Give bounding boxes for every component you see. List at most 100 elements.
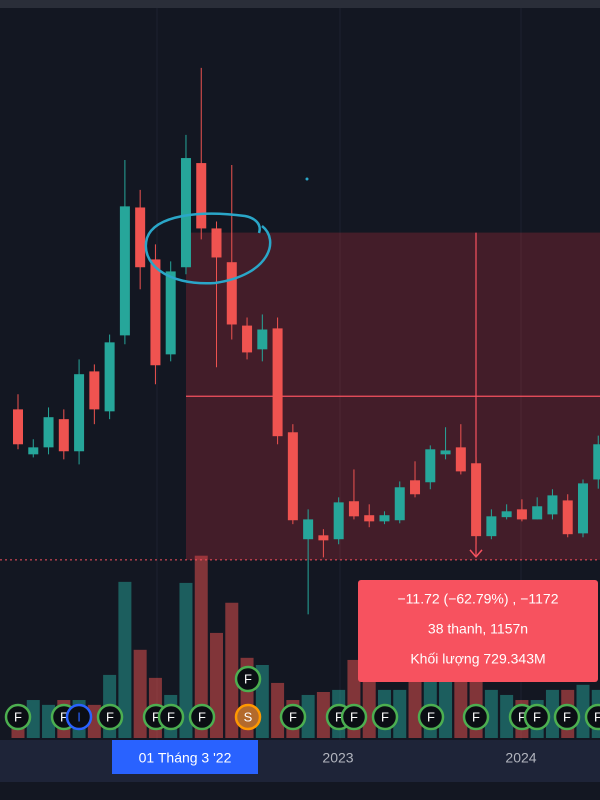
- event-label: F: [533, 709, 541, 724]
- candle-body: [196, 163, 207, 229]
- event-marker: [553, 703, 581, 731]
- volume-bar: [484, 689, 498, 738]
- event-marker: [234, 665, 262, 693]
- candle-body: [486, 516, 497, 537]
- event-marker: [340, 703, 368, 731]
- candle-body: [379, 515, 390, 522]
- candle-body: [43, 417, 54, 448]
- volume-bar: [545, 689, 559, 738]
- event-label: F: [152, 709, 160, 724]
- top-bar: [0, 0, 600, 8]
- candle-body: [165, 271, 176, 355]
- volume-bar: [194, 555, 208, 738]
- event-marker: [4, 703, 32, 731]
- volume-bar: [271, 682, 285, 738]
- event-label: F: [381, 709, 389, 724]
- candle-body: [455, 447, 466, 472]
- x-tick-label: 01 Tháng 3 '22: [139, 750, 232, 766]
- candle-body: [58, 419, 69, 452]
- candle-body: [333, 502, 344, 540]
- event-marker: [96, 703, 124, 731]
- candle-body: [593, 444, 600, 480]
- candle-body: [226, 262, 237, 325]
- bottom-pad: [0, 782, 600, 800]
- event-label: I: [77, 709, 81, 724]
- event-label: F: [594, 709, 600, 724]
- candle-body: [89, 371, 100, 410]
- event-marker: [279, 703, 307, 731]
- event-marker: [65, 703, 93, 731]
- event-marker: [584, 703, 600, 731]
- event-marker: [234, 703, 262, 731]
- tooltip-line: Khối lượng 729.343M: [410, 651, 545, 667]
- event-marker: [523, 703, 551, 731]
- candle-body: [348, 501, 359, 517]
- volume-bar: [133, 649, 147, 738]
- event-label: F: [350, 709, 358, 724]
- volume-bar: [225, 602, 239, 738]
- x-axis-highlight[interactable]: [112, 740, 258, 774]
- volume-bar: [408, 679, 422, 738]
- candle-body: [28, 447, 39, 455]
- candle-body: [150, 259, 161, 366]
- candle-body: [74, 374, 85, 452]
- candle-body: [577, 483, 588, 534]
- tooltip-line: −11.72 (−62.79%) , −1172: [398, 591, 559, 607]
- range-arrow: [469, 549, 483, 559]
- event-label: F: [198, 709, 206, 724]
- event-marker: [188, 703, 216, 731]
- event-label: F: [167, 709, 175, 724]
- x-tick-label: 2023: [322, 750, 353, 766]
- volume-bar: [316, 692, 330, 738]
- event-label: F: [106, 709, 114, 724]
- candle-body: [104, 342, 115, 412]
- event-marker: [157, 703, 185, 731]
- tooltip-line: 38 thanh, 1157n: [428, 621, 528, 637]
- event-label: F: [244, 671, 252, 686]
- candle-body: [318, 535, 329, 541]
- event-marker: [417, 703, 445, 731]
- volume-bar: [26, 700, 40, 738]
- candle-body: [287, 432, 298, 521]
- event-label: F: [335, 709, 343, 724]
- dot: [305, 177, 309, 181]
- candle-body: [242, 325, 253, 353]
- candle-body: [394, 487, 405, 521]
- volume-bar: [301, 694, 315, 738]
- candle-body: [180, 158, 191, 268]
- event-label: F: [427, 709, 435, 724]
- volume-bar: [500, 694, 514, 738]
- candle-body: [119, 206, 130, 336]
- volume-bar: [179, 582, 193, 738]
- volume-bar: [393, 689, 407, 738]
- candle-body: [211, 228, 222, 258]
- event-label: S: [244, 709, 253, 724]
- candle-body: [135, 207, 146, 268]
- candle-layer: [13, 67, 600, 615]
- candle-body: [516, 509, 527, 520]
- event-label: F: [472, 709, 480, 724]
- candle-body: [272, 328, 283, 437]
- candle-body: [410, 480, 421, 495]
- candle-body: [501, 511, 512, 518]
- candle-body: [471, 463, 482, 537]
- candle-body: [425, 449, 436, 483]
- event-label: F: [518, 709, 526, 724]
- candle-body: [440, 450, 451, 455]
- tooltip-box: [358, 580, 598, 682]
- event-marker: [371, 703, 399, 731]
- event-label: F: [14, 709, 22, 724]
- x-tick-label: 2024: [505, 750, 536, 766]
- x-axis-labels: 01 Tháng 3 '22 2023 2024: [139, 750, 537, 766]
- event-marker: [462, 703, 490, 731]
- event-label: F: [289, 709, 297, 724]
- candle-body: [13, 409, 23, 445]
- candle-body: [303, 519, 314, 540]
- event-label: F: [563, 709, 571, 724]
- candle-body: [547, 495, 558, 515]
- candle-body: [562, 500, 573, 535]
- candle-body: [532, 506, 543, 520]
- events: F F I F F F F SFF F F F F F F F F F: [4, 665, 600, 731]
- range-tool: [0, 232, 600, 561]
